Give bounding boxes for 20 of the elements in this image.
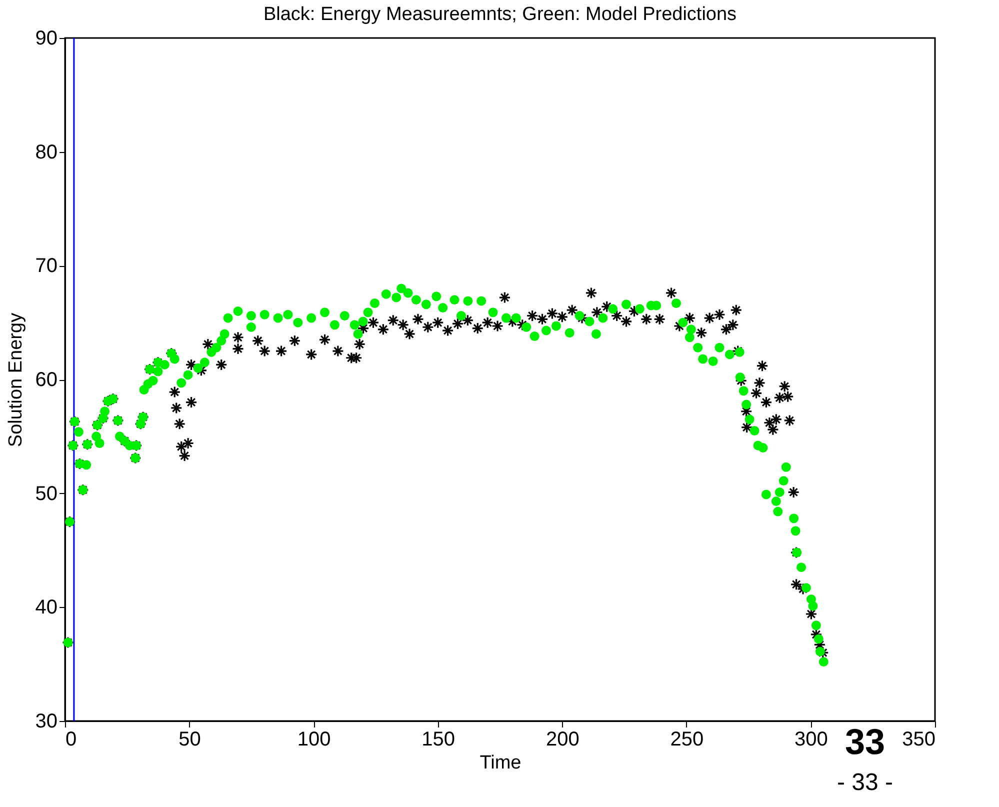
y-axis-title: Solution Energy — [5, 312, 26, 448]
x-axis-title: Time — [480, 752, 522, 774]
annotation: 33 — [844, 721, 886, 762]
y-tick-label: 40 — [35, 596, 58, 619]
text: - 33 - — [836, 769, 894, 796]
x-tick-label: 250 — [670, 728, 704, 750]
y-tick-label: 30 — [35, 710, 58, 732]
x-tick-label: 350 — [902, 728, 936, 750]
y-tick-label: 70 — [35, 255, 58, 278]
y-tick-label: 90 — [35, 28, 58, 50]
x-tick-label: 100 — [297, 728, 331, 750]
y-tick-label: 80 — [35, 141, 58, 164]
y-tick-label: 50 — [35, 482, 58, 505]
x-tick-label: 50 — [178, 728, 201, 750]
x-tick-label: 300 — [794, 728, 828, 750]
x-tick-label: 200 — [546, 728, 580, 750]
chart-title: Black: Energy Measureemnts; Green: Model Predictions — [263, 4, 737, 25]
x-tick-label: 150 — [422, 728, 456, 750]
y-tick-label: 60 — [35, 369, 58, 391]
x-tick-label: 0 — [66, 728, 77, 750]
